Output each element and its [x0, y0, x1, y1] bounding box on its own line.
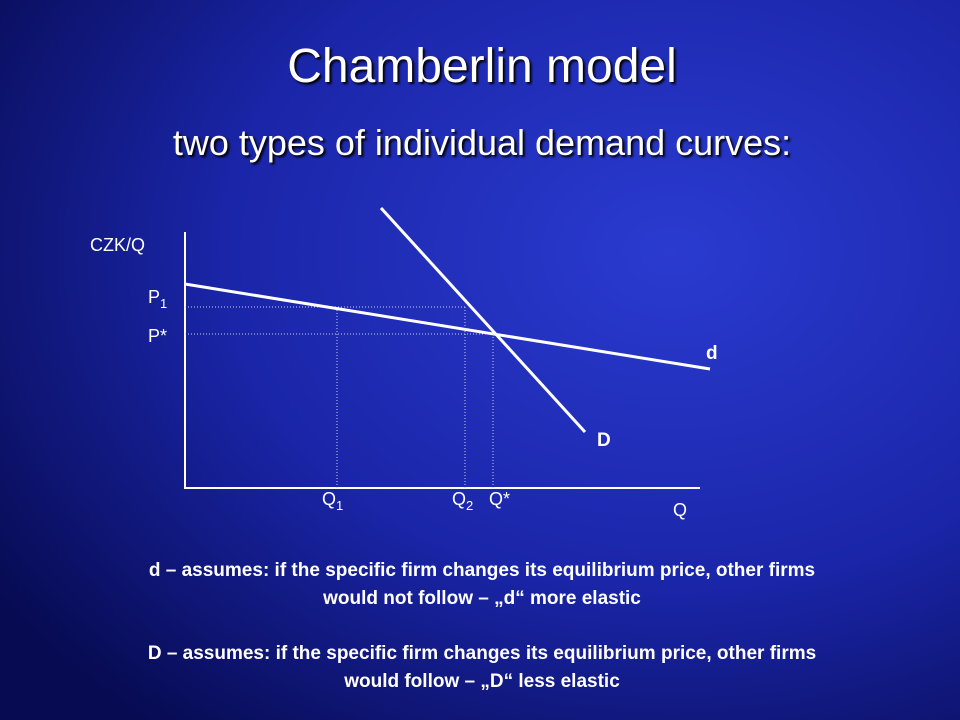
label-base: P — [148, 287, 160, 307]
note-line: D – assumes: if the specific firm change… — [148, 643, 816, 664]
diagram: CZK/Q Q P1 P* Q1 Q2 Q* d D — [90, 206, 718, 520]
label-sub: 2 — [466, 498, 473, 513]
label-base: Q — [322, 489, 336, 509]
note-line: would follow – „D“ less elastic — [343, 671, 620, 692]
label-base: Q — [452, 489, 466, 509]
demand-curve-D — [379, 206, 587, 434]
label-sub: 1 — [160, 296, 167, 311]
note-line: would not follow – „d“ more elastic — [322, 588, 641, 609]
x-axis-label: Q — [673, 500, 687, 520]
demand-curve-d — [184, 282, 711, 371]
quantity-label: Q* — [489, 489, 510, 509]
price-label: P* — [148, 326, 167, 346]
quantity-label: Q1 — [322, 489, 343, 513]
subtitle: two types of individual demand curves: — [173, 122, 791, 163]
price-label: P1 — [148, 287, 167, 311]
y-axis-label: CZK/Q — [90, 235, 145, 255]
curve-label: D — [597, 430, 611, 451]
title: Chamberlin model — [287, 40, 677, 93]
curve-label: d — [706, 343, 718, 364]
label-sub: 1 — [336, 498, 343, 513]
note-line: d – assumes: if the specific firm change… — [149, 560, 815, 581]
quantity-label: Q2 — [452, 489, 473, 513]
